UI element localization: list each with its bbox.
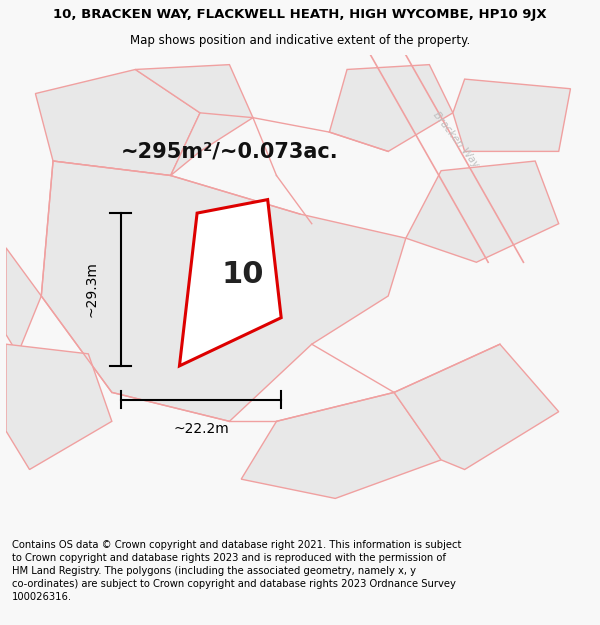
Polygon shape xyxy=(6,248,41,354)
Polygon shape xyxy=(136,64,253,176)
Polygon shape xyxy=(179,199,281,366)
Polygon shape xyxy=(329,64,453,151)
Polygon shape xyxy=(406,161,559,262)
Text: 10, BRACKEN WAY, FLACKWELL HEATH, HIGH WYCOMBE, HP10 9JX: 10, BRACKEN WAY, FLACKWELL HEATH, HIGH W… xyxy=(53,8,547,21)
Polygon shape xyxy=(35,69,200,176)
Text: ~295m²/~0.073ac.: ~295m²/~0.073ac. xyxy=(121,141,338,161)
Polygon shape xyxy=(241,392,441,499)
Text: Bracken Way: Bracken Way xyxy=(431,109,481,169)
Polygon shape xyxy=(6,344,112,469)
Text: ~22.2m: ~22.2m xyxy=(173,421,229,436)
Polygon shape xyxy=(41,161,406,421)
Text: Map shows position and indicative extent of the property.: Map shows position and indicative extent… xyxy=(130,34,470,47)
Text: ~29.3m: ~29.3m xyxy=(84,261,98,318)
Polygon shape xyxy=(453,79,571,151)
Text: Contains OS data © Crown copyright and database right 2021. This information is : Contains OS data © Crown copyright and d… xyxy=(12,539,461,602)
Text: 10: 10 xyxy=(222,259,265,289)
Polygon shape xyxy=(394,344,559,469)
